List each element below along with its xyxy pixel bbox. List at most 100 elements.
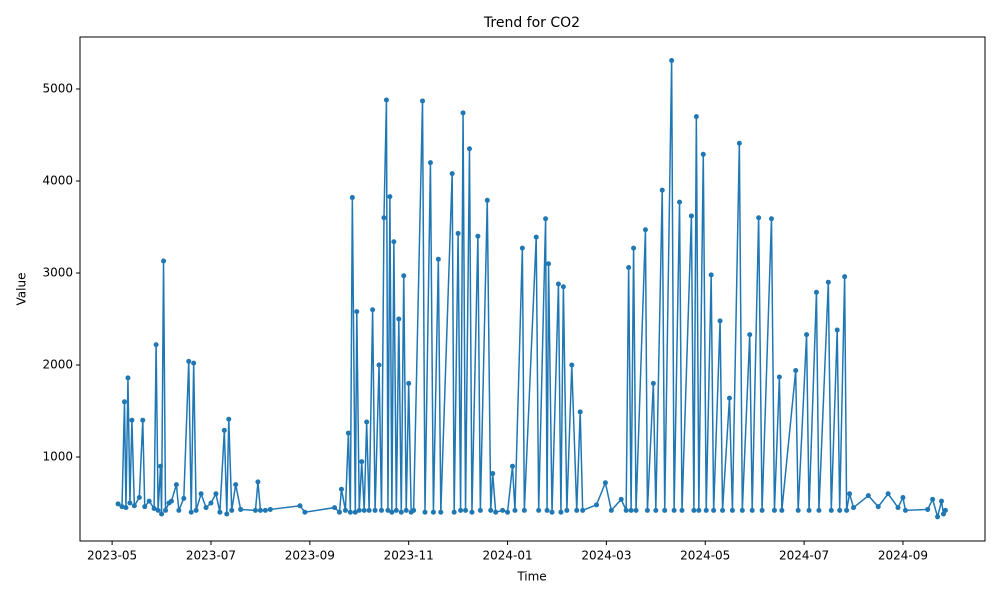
data-point	[633, 507, 639, 513]
data-point	[422, 509, 428, 515]
data-point	[942, 507, 948, 513]
data-point	[729, 507, 735, 513]
data-point	[747, 332, 753, 338]
data-point	[366, 507, 372, 513]
data-point	[693, 114, 699, 120]
data-point	[188, 509, 194, 515]
data-point	[203, 505, 209, 511]
data-point	[401, 273, 407, 279]
data-point	[151, 506, 157, 512]
data-point	[420, 98, 426, 104]
data-point	[477, 507, 483, 513]
data-point	[900, 494, 906, 500]
data-point	[115, 501, 121, 507]
data-point	[669, 57, 675, 63]
x-tick-label: 2023-05	[87, 549, 137, 563]
data-point	[793, 368, 799, 374]
data-point	[618, 496, 624, 502]
x-axis-label: Time	[516, 570, 546, 584]
data-point	[594, 502, 600, 508]
data-point	[828, 507, 834, 513]
data-point	[383, 97, 389, 103]
data-point	[449, 171, 455, 177]
y-tick-label: 1000	[42, 450, 73, 464]
data-point	[776, 374, 782, 380]
data-point	[505, 509, 511, 515]
axes-frame	[79, 36, 986, 542]
data-point	[153, 342, 159, 348]
data-point	[696, 507, 702, 513]
data-point	[519, 245, 525, 251]
data-point	[131, 503, 137, 509]
data-point	[125, 375, 131, 381]
plot-area	[115, 57, 948, 520]
data-point	[159, 511, 165, 517]
data-point	[411, 507, 417, 513]
data-point	[544, 507, 550, 513]
data-point	[555, 281, 561, 287]
data-point	[816, 507, 822, 513]
data-point	[370, 307, 376, 313]
data-point	[493, 509, 499, 515]
data-point	[662, 507, 668, 513]
data-point	[768, 216, 774, 222]
data-point	[711, 507, 717, 513]
x-tick-label: 2024-09	[878, 549, 928, 563]
data-point	[543, 216, 549, 222]
x-tick-label: 2024-01	[482, 549, 532, 563]
data-point	[359, 459, 365, 465]
data-point	[455, 230, 461, 236]
data-point	[580, 507, 586, 513]
data-point	[140, 417, 146, 423]
data-point	[379, 507, 385, 513]
y-tick-label: 4000	[42, 173, 73, 187]
data-point	[834, 327, 840, 333]
data-point	[536, 507, 542, 513]
data-point	[233, 482, 239, 488]
data-point	[161, 258, 167, 264]
data-point	[238, 506, 244, 512]
data-point	[123, 505, 129, 511]
data-point	[257, 507, 263, 513]
data-point	[364, 419, 370, 425]
data-point	[679, 507, 685, 513]
data-point	[935, 514, 941, 520]
data-point	[574, 507, 580, 513]
data-point	[173, 482, 179, 488]
data-point	[736, 140, 742, 146]
data-point	[349, 195, 355, 201]
data-point	[168, 498, 174, 504]
data-point	[217, 509, 223, 515]
data-point	[193, 507, 199, 513]
y-axis-label: Value	[15, 273, 29, 306]
data-point	[569, 362, 575, 368]
data-point	[361, 507, 367, 513]
data-point	[708, 272, 714, 278]
data-point	[490, 471, 496, 477]
data-point	[396, 316, 402, 322]
data-point	[354, 309, 360, 315]
data-point	[500, 507, 506, 513]
data-point	[608, 507, 614, 513]
data-point	[213, 491, 219, 497]
data-point	[466, 146, 472, 152]
data-point	[885, 491, 891, 497]
x-tick-label: 2023-07	[186, 549, 236, 563]
data-point	[720, 507, 726, 513]
data-point	[825, 279, 831, 285]
data-point	[262, 507, 268, 513]
y-tick-label: 3000	[42, 265, 73, 279]
data-point	[804, 332, 810, 338]
data-point	[509, 463, 515, 469]
y-tick-label: 5000	[42, 81, 73, 95]
data-point	[226, 416, 232, 422]
data-point	[297, 503, 303, 509]
data-point	[488, 507, 494, 513]
data-point	[844, 507, 850, 513]
data-point	[558, 509, 564, 515]
data-point	[345, 430, 351, 436]
data-point	[302, 509, 308, 515]
data-point	[717, 318, 723, 324]
data-point	[356, 507, 362, 513]
